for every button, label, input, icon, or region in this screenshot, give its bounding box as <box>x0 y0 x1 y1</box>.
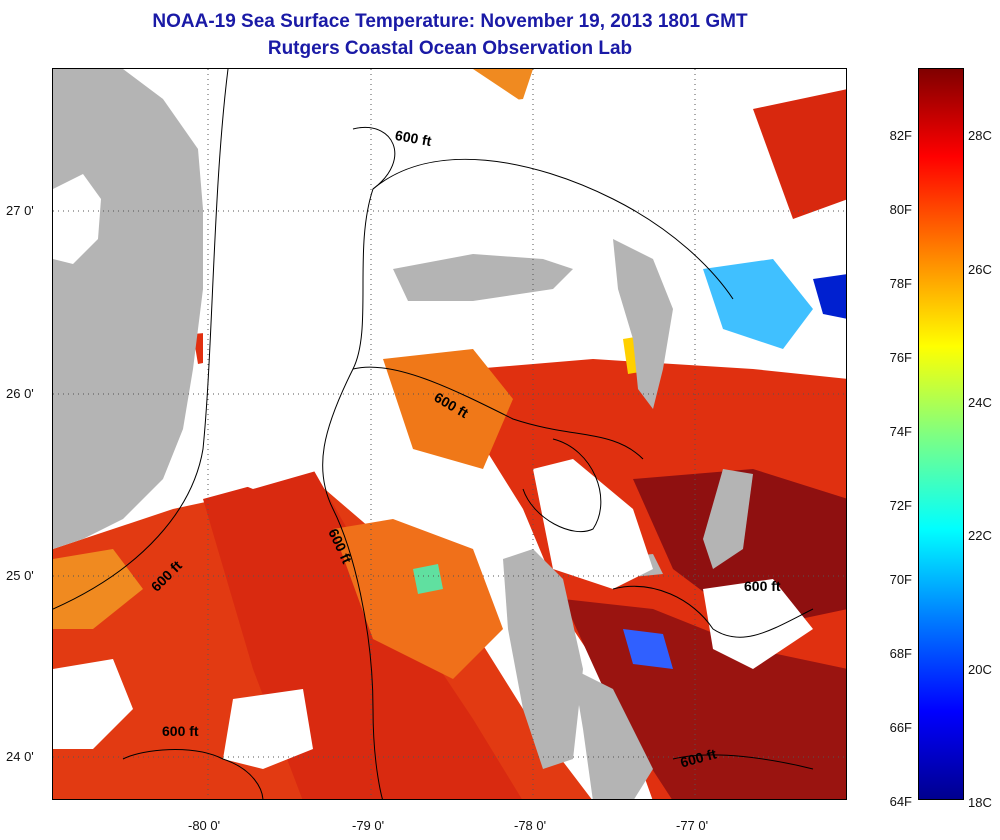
latitude-label: 26 0' <box>6 386 34 401</box>
sst-map <box>52 68 847 800</box>
colorbar-celsius-label: 18C <box>968 795 992 810</box>
sst-map-canvas <box>53 69 846 799</box>
colorbar-celsius-label: 24C <box>968 395 992 410</box>
contour-label: 600 ft <box>162 723 199 739</box>
sst-red-patch <box>753 89 846 219</box>
exuma-land <box>573 669 653 799</box>
sst-cool-patch <box>813 274 846 319</box>
colorbar-celsius-label: 28C <box>968 128 992 143</box>
cloud-region <box>703 579 813 669</box>
colorbar-celsius-label: 20C <box>968 662 992 677</box>
sst-orange-region <box>333 519 503 679</box>
cloud-region <box>223 689 313 769</box>
contour-label: 600 ft <box>744 578 781 594</box>
map-title: NOAA-19 Sea Surface Temperature: Novembe… <box>152 11 748 32</box>
colorbar-celsius-label: 26C <box>968 262 992 277</box>
colorbar-fahrenheit-label: 80F <box>889 202 912 217</box>
longitude-label: -80 0' <box>188 818 221 833</box>
longitude-label: -79 0' <box>352 818 385 833</box>
grand-bahama-land <box>393 254 573 301</box>
colorbar-fahrenheit-label: 68F <box>889 646 912 661</box>
sst-orange-region <box>383 349 513 469</box>
lake-okeechobee <box>53 174 101 264</box>
longitude-label: -77 0' <box>676 818 709 833</box>
colorbar-fahrenheit-label: 70F <box>889 572 912 587</box>
sst-orange-region <box>53 549 143 629</box>
temperature-colorbar <box>918 68 964 800</box>
colorbar-fahrenheit-label: 78F <box>889 276 912 291</box>
abaco-land <box>613 239 673 409</box>
latitude-label: 25 0' <box>6 568 34 583</box>
colorbar-celsius-label: 22C <box>968 528 992 543</box>
andros-land <box>503 549 583 769</box>
cloud-region <box>203 69 673 489</box>
colorbar-fahrenheit-label: 66F <box>889 720 912 735</box>
longitude-label: -78 0' <box>514 818 547 833</box>
map-subtitle: Rutgers Coastal Ocean Observation Lab <box>267 38 633 59</box>
latitude-label: 24 0' <box>6 749 34 764</box>
latitude-label: 27 0' <box>6 203 34 218</box>
cloud-region <box>533 459 653 589</box>
graticule <box>53 69 846 799</box>
sst-cool-patch <box>413 564 443 594</box>
eleuthera-land <box>703 469 753 569</box>
colorbar-fahrenheit-label: 82F <box>889 128 912 143</box>
colorbar-fahrenheit-label: 72F <box>889 498 912 513</box>
colorbar-fahrenheit-label: 76F <box>889 350 912 365</box>
sst-cool-patch <box>623 629 673 669</box>
florida-land <box>53 69 203 549</box>
colorbar-fahrenheit-label: 74F <box>889 424 912 439</box>
cloud-region <box>53 659 133 749</box>
sst-cool-patch <box>703 259 813 349</box>
colorbar-fahrenheit-label: 64F <box>889 794 912 809</box>
depth-contours <box>53 69 814 799</box>
